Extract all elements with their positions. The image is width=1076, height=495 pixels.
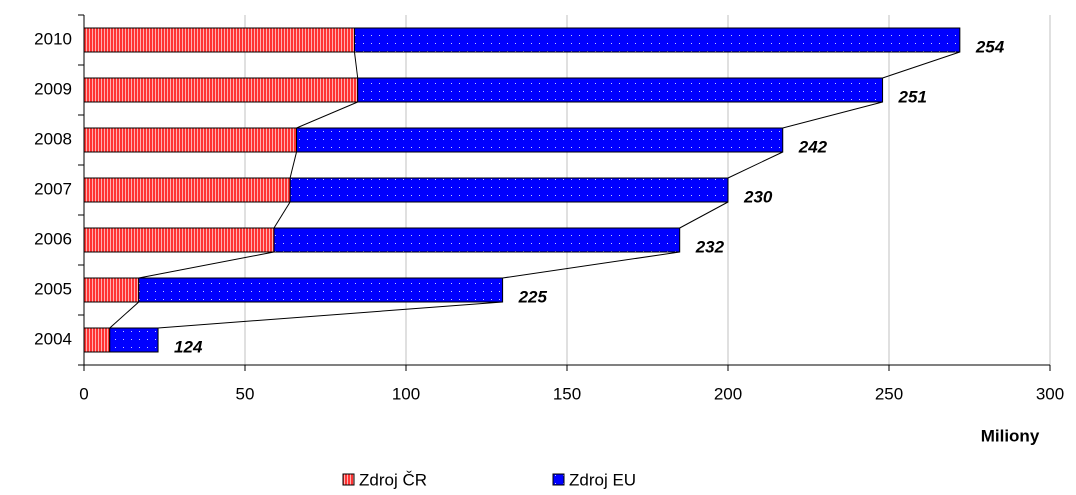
y-tick-label: 2010 <box>34 29 72 48</box>
bar-segment <box>357 77 884 103</box>
x-tick-label: 200 <box>714 384 742 403</box>
bar-segment <box>83 177 291 203</box>
bar-segment <box>83 77 359 103</box>
legend-label: Zdroj EU <box>569 470 636 489</box>
bar-segment <box>353 27 961 53</box>
y-tick-label: 2006 <box>34 229 72 248</box>
series-line <box>109 301 140 329</box>
bar-segment <box>83 277 140 303</box>
end-label: 225 <box>518 287 548 306</box>
bar-segment <box>273 227 681 253</box>
series-line <box>727 151 783 179</box>
bar-segment <box>83 127 298 153</box>
x-tick-label: 300 <box>1036 384 1064 403</box>
y-tick-label: 2004 <box>34 329 72 348</box>
series-line <box>882 51 960 79</box>
y-tick-label: 2007 <box>34 179 72 198</box>
bar-segment <box>138 277 504 303</box>
series-line <box>353 51 359 79</box>
bar-segment <box>83 27 355 53</box>
x-tick-label: 250 <box>875 384 903 403</box>
series-line <box>138 251 275 279</box>
y-tick-label: 2009 <box>34 79 72 98</box>
end-label: 242 <box>798 137 828 156</box>
legend-swatch <box>342 473 355 486</box>
legend-label: Zdroj ČR <box>359 470 427 489</box>
x-tick-label: 150 <box>553 384 581 403</box>
y-tick-label: 2005 <box>34 279 72 298</box>
series-line <box>782 101 883 129</box>
x-tick-label: 0 <box>79 384 88 403</box>
bar-segment <box>83 327 111 353</box>
series-line <box>679 201 729 229</box>
series-line <box>296 101 358 129</box>
end-label: 124 <box>174 337 203 356</box>
bar-segment <box>109 327 159 353</box>
series-line <box>158 301 503 329</box>
end-label: 251 <box>898 87 927 106</box>
legend-swatch <box>552 473 565 486</box>
bar-segment <box>296 127 784 153</box>
series-line <box>502 251 680 279</box>
series-line <box>289 151 298 179</box>
bar-segment <box>83 227 275 253</box>
y-tick-label: 2008 <box>34 129 72 148</box>
x-tick-label: 100 <box>392 384 420 403</box>
x-axis-label: Miliony <box>981 426 1040 445</box>
x-tick-label: 50 <box>236 384 255 403</box>
end-label: 230 <box>743 187 773 206</box>
series-line <box>273 201 291 229</box>
end-label: 232 <box>695 237 725 256</box>
bar-segment <box>289 177 729 203</box>
end-label: 254 <box>975 37 1005 56</box>
